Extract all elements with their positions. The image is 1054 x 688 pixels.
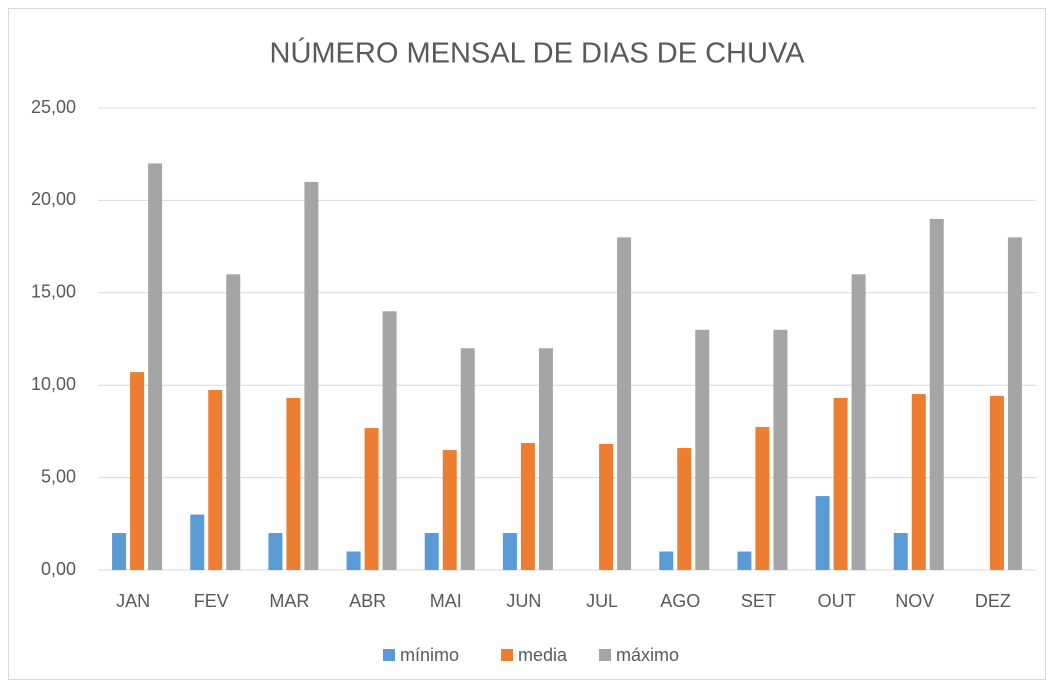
x-tick-label: MAI xyxy=(430,591,462,611)
bar xyxy=(755,426,770,570)
bar xyxy=(677,448,692,570)
legend-swatch xyxy=(599,649,611,661)
bar xyxy=(304,181,319,571)
x-tick-label: JUN xyxy=(506,591,541,611)
bar xyxy=(130,372,145,570)
bar xyxy=(208,390,223,570)
bar xyxy=(893,533,908,570)
bar xyxy=(989,395,1004,570)
bar xyxy=(1007,237,1022,571)
bar xyxy=(346,551,361,570)
bar xyxy=(382,311,397,570)
y-tick-label: 0,00 xyxy=(41,559,76,579)
x-tick-label: AGO xyxy=(660,591,700,611)
x-tick-label: MAR xyxy=(269,591,309,611)
bar xyxy=(190,514,205,570)
bar xyxy=(911,394,926,570)
bar xyxy=(929,218,944,570)
bar xyxy=(268,533,283,570)
legend-label: mínimo xyxy=(400,645,459,665)
bar xyxy=(460,348,475,570)
bar xyxy=(112,533,127,570)
y-tick-label: 10,00 xyxy=(31,374,76,394)
bar xyxy=(773,329,788,570)
legend-label: media xyxy=(518,645,568,665)
bar xyxy=(502,533,517,570)
bar xyxy=(833,397,848,570)
bar xyxy=(617,237,632,571)
bar xyxy=(599,443,614,570)
y-tick-label: 5,00 xyxy=(41,466,76,486)
x-tick-label: ABR xyxy=(349,591,386,611)
bar xyxy=(364,428,379,570)
bar xyxy=(442,450,457,570)
bar xyxy=(520,443,535,570)
x-tick-label: JAN xyxy=(116,591,150,611)
bar xyxy=(286,397,301,570)
legend-swatch xyxy=(501,649,513,661)
x-tick-label: JUL xyxy=(586,591,618,611)
y-tick-label: 15,00 xyxy=(31,282,76,302)
bar xyxy=(695,329,710,570)
chart-title: NÚMERO MENSAL DE DIAS DE CHUVA xyxy=(270,37,806,70)
y-tick-label: 25,00 xyxy=(31,97,76,117)
x-tick-label: NOV xyxy=(895,591,934,611)
x-tick-label: SET xyxy=(741,591,776,611)
x-tick-label: OUT xyxy=(818,591,856,611)
x-tick-label: DEZ xyxy=(975,591,1011,611)
bar xyxy=(148,163,163,570)
bar xyxy=(737,551,752,570)
bar xyxy=(538,348,553,570)
x-tick-label: FEV xyxy=(194,591,229,611)
y-tick-label: 20,00 xyxy=(31,189,76,209)
bar xyxy=(226,274,241,570)
bar xyxy=(851,274,866,570)
bar xyxy=(659,551,674,570)
legend-label: máximo xyxy=(616,645,679,665)
chart-border xyxy=(8,8,1046,680)
legend-swatch xyxy=(383,649,395,661)
bar xyxy=(424,533,439,570)
bar xyxy=(815,496,830,570)
